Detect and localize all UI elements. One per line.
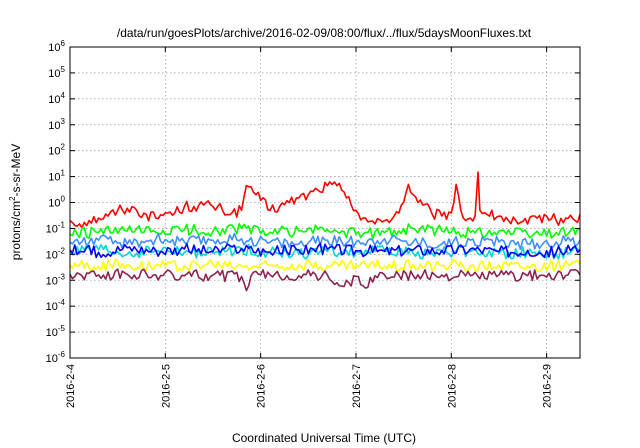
chart-title: /data/run/goesPlots/archive/2016-02-09/0… [117, 26, 532, 40]
y-tick-label: 10-5 [46, 324, 66, 339]
y-tick-label: 10-2 [46, 246, 66, 261]
y-tick-label: 102 [48, 143, 65, 158]
series-line [69, 232, 581, 250]
y-tick-label: 105 [48, 65, 65, 80]
y-tick-label: 103 [48, 117, 65, 132]
series-line [69, 171, 581, 229]
y-tick-label: 10-4 [46, 298, 66, 313]
x-tick-label: 2016-2-6 [256, 364, 268, 408]
x-tick-label: 2016-2-8 [446, 364, 458, 408]
y-tick-label: 10-3 [46, 272, 66, 287]
series-line [69, 268, 581, 292]
x-tick-label: 2016-2-4 [65, 364, 77, 408]
series-line [69, 258, 581, 273]
series-line [69, 243, 581, 260]
y-tick-label: 104 [48, 91, 65, 106]
y-tick-label: 10-6 [46, 350, 66, 365]
y-tick-label: 106 [48, 39, 65, 54]
x-tick-label: 2016-2-9 [542, 364, 554, 408]
x-axis-label: Coordinated Universal Time (UTC) [232, 431, 416, 445]
series-line [69, 223, 581, 240]
y-tick-label: 100 [48, 195, 65, 210]
x-tick-label: 2016-2-5 [160, 364, 172, 408]
series-line [69, 242, 581, 259]
y-axis-label: protons/cm2-s-sr-MeV [8, 144, 23, 260]
y-tick-label: 101 [48, 169, 65, 184]
x-tick-label: 2016-2-7 [351, 364, 363, 408]
y-tick-label: 10-1 [46, 220, 66, 235]
